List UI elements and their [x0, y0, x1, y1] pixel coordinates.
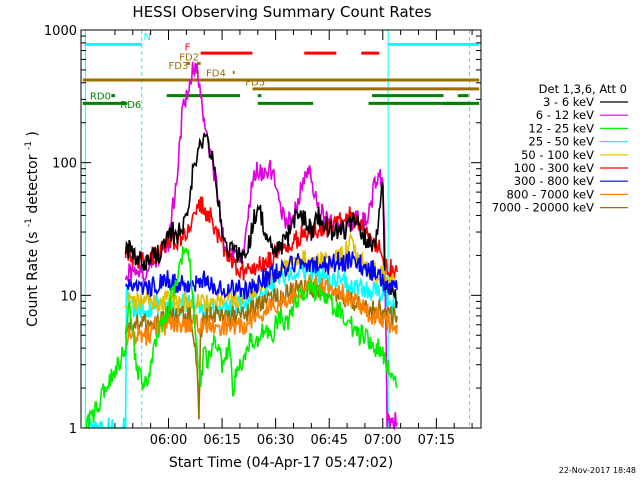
legend-label-50-100-kev: 50 - 100 keV — [521, 148, 594, 162]
y-tick-label: 100 — [52, 157, 77, 172]
y-tick-label: 1000 — [44, 24, 77, 39]
x-tick-label: 06:45 — [310, 433, 347, 448]
y-label-part-1: Count Rate (s — [25, 232, 41, 327]
x-tick-label: 06:00 — [150, 433, 187, 448]
series-line-12-25-kev — [85, 246, 398, 429]
y-axis-label: Count Rate (s -1 detector -1 ) — [19, 131, 41, 327]
y-tick-label: 10 — [60, 289, 77, 304]
legend-label-6-12-kev: 6 - 12 keV — [536, 108, 594, 122]
y-label-part-2: detector — [25, 154, 41, 213]
flag-label-f: F — [185, 43, 191, 54]
x-axis-label: Start Time (04-Apr-17 05:47:02) — [169, 455, 393, 471]
legend-label-25-50-kev: 25 - 50 keV — [528, 135, 594, 149]
series-line-7000-20000-kev — [124, 279, 398, 420]
plot-frame — [80, 29, 482, 429]
x-tick-label: 06:30 — [257, 433, 294, 448]
footer-timestamp: 22-Nov-2017 18:48 — [559, 466, 636, 475]
legend-label-100-300-kev: 100 - 300 keV — [514, 161, 594, 175]
flag-label-n: N — [144, 32, 151, 43]
series-lines — [85, 61, 398, 431]
legend-label-12-25-kev: 12 - 25 keV — [528, 121, 594, 135]
x-tick-label: 07:00 — [364, 433, 401, 448]
legend-header: Det 1,3,6, Att 0 — [539, 82, 627, 96]
series-line-800-7000-kev — [124, 274, 398, 347]
flag-label-rd0: RD0 — [90, 91, 111, 102]
flag-label-fd3: FD3 — [169, 61, 189, 72]
y-label-exp-1: -1 — [24, 218, 34, 227]
legend-label-300-800-kev: 300 - 800 keV — [514, 174, 594, 188]
flag-label-rd6: RD6 — [120, 100, 141, 111]
x-tick-label: 07:15 — [418, 433, 455, 448]
y-tick-label: 1 — [69, 422, 77, 437]
x-tick-label: 06:15 — [203, 433, 240, 448]
y-label-exp-2: -1 — [24, 141, 34, 150]
legend-label-3-6-kev: 3 - 6 keV — [543, 95, 594, 109]
legend-label-800-7000-kev: 800 - 7000 keV — [506, 187, 594, 201]
chart-title: HESSI Observing Summary Count Rates — [132, 3, 431, 21]
series-line-3-6-kev — [124, 132, 398, 308]
y-label-part-3: ) — [25, 131, 41, 136]
axes: 1 10 100 1000 06:00 06:15 06:30 06:45 07:00 07:15 — [44, 24, 481, 448]
flag-label-fd4: FD4 — [206, 69, 226, 80]
legend-label-7000-20000-kev: 7000 - 20000 keV — [492, 201, 594, 215]
flag-label-fd2: FD2 — [179, 52, 199, 63]
flag-label-fd5: FD5 — [245, 78, 265, 89]
